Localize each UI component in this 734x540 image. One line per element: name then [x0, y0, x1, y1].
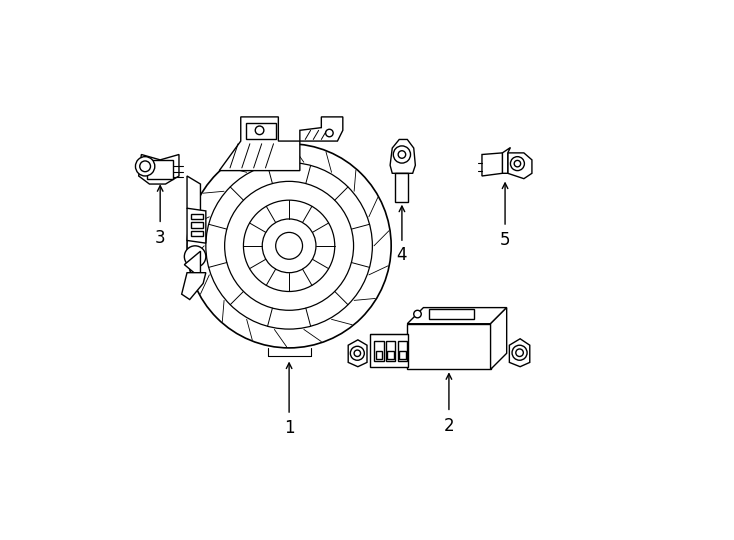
Bar	[191, 222, 203, 227]
Text: 5: 5	[500, 232, 510, 249]
Circle shape	[398, 151, 406, 158]
Circle shape	[184, 246, 206, 267]
Polygon shape	[508, 153, 532, 179]
Circle shape	[512, 345, 527, 360]
Circle shape	[350, 346, 364, 360]
Circle shape	[354, 350, 360, 356]
Polygon shape	[390, 139, 415, 173]
Circle shape	[516, 349, 523, 356]
Circle shape	[255, 126, 264, 134]
Polygon shape	[300, 117, 343, 141]
Circle shape	[393, 146, 410, 163]
Polygon shape	[407, 308, 506, 323]
Polygon shape	[187, 208, 206, 243]
Circle shape	[414, 310, 421, 318]
Bar	[374, 341, 384, 361]
Circle shape	[225, 181, 354, 310]
Polygon shape	[187, 176, 200, 217]
Circle shape	[515, 160, 520, 167]
Polygon shape	[184, 251, 200, 278]
Text: 4: 4	[396, 246, 407, 265]
Bar	[399, 351, 406, 359]
Bar	[388, 351, 394, 359]
Polygon shape	[396, 173, 408, 202]
Circle shape	[262, 219, 316, 273]
Circle shape	[206, 163, 372, 329]
Bar	[191, 231, 203, 236]
Text: 3: 3	[155, 229, 165, 247]
Polygon shape	[181, 273, 206, 300]
Bar	[386, 341, 396, 361]
Bar	[246, 123, 276, 139]
Bar	[398, 341, 407, 361]
Circle shape	[139, 161, 150, 172]
Polygon shape	[502, 147, 510, 173]
Polygon shape	[509, 339, 530, 367]
Bar	[376, 351, 382, 359]
Polygon shape	[482, 153, 502, 176]
Bar	[407, 323, 490, 369]
Bar	[429, 309, 474, 319]
Circle shape	[187, 144, 391, 348]
Circle shape	[276, 232, 302, 259]
Polygon shape	[490, 308, 506, 369]
Bar	[191, 214, 203, 219]
Circle shape	[136, 157, 155, 176]
Bar	[147, 160, 172, 179]
Circle shape	[244, 200, 335, 292]
Text: 2: 2	[443, 417, 454, 435]
Circle shape	[326, 129, 333, 137]
Polygon shape	[139, 154, 179, 184]
Bar	[370, 334, 408, 367]
Text: 1: 1	[284, 420, 294, 437]
Polygon shape	[348, 340, 367, 367]
Polygon shape	[219, 117, 300, 171]
Circle shape	[510, 157, 524, 171]
